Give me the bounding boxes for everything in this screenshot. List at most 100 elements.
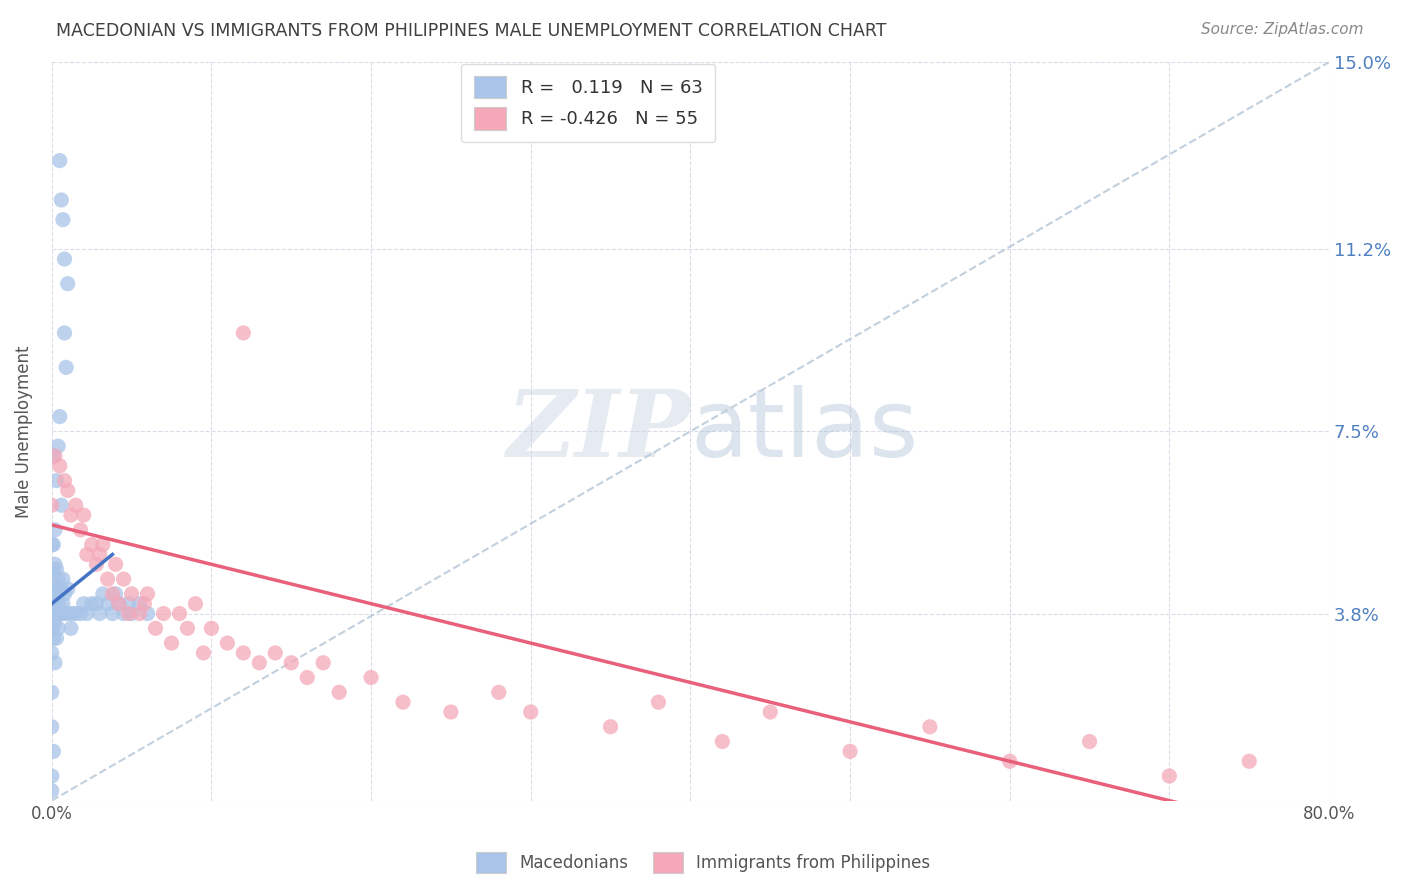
Point bbox=[1237, 754, 1260, 768]
Legend: Macedonians, Immigrants from Philippines: Macedonians, Immigrants from Philippines bbox=[470, 846, 936, 880]
Point bbox=[295, 671, 318, 685]
Point bbox=[41, 784, 63, 798]
Point bbox=[41, 621, 63, 635]
Point bbox=[41, 685, 63, 699]
Point bbox=[918, 720, 941, 734]
Point bbox=[53, 252, 76, 266]
Point bbox=[51, 607, 73, 621]
Point bbox=[51, 193, 73, 207]
Point bbox=[91, 587, 114, 601]
Point bbox=[80, 538, 103, 552]
Point bbox=[711, 734, 734, 748]
Point bbox=[312, 656, 335, 670]
Point bbox=[145, 621, 167, 635]
Text: ZIP: ZIP bbox=[506, 386, 690, 476]
Point bbox=[392, 695, 415, 709]
Point bbox=[42, 631, 65, 645]
Point bbox=[52, 212, 75, 227]
Text: atlas: atlas bbox=[690, 385, 918, 477]
Point bbox=[112, 607, 135, 621]
Point bbox=[44, 656, 66, 670]
Point bbox=[360, 671, 382, 685]
Point bbox=[48, 458, 70, 473]
Point bbox=[104, 587, 127, 601]
Point bbox=[76, 548, 98, 562]
Point bbox=[69, 607, 91, 621]
Point bbox=[59, 508, 82, 522]
Point bbox=[117, 597, 139, 611]
Point bbox=[488, 685, 510, 699]
Point bbox=[46, 439, 69, 453]
Point bbox=[232, 326, 254, 340]
Point bbox=[42, 538, 65, 552]
Point bbox=[160, 636, 183, 650]
Point bbox=[519, 705, 541, 719]
Point bbox=[46, 572, 69, 586]
Point bbox=[52, 597, 75, 611]
Point bbox=[107, 597, 129, 611]
Point bbox=[41, 597, 63, 611]
Point bbox=[1078, 734, 1101, 748]
Point bbox=[48, 607, 70, 621]
Text: Source: ZipAtlas.com: Source: ZipAtlas.com bbox=[1201, 22, 1364, 37]
Point bbox=[217, 636, 239, 650]
Point bbox=[112, 572, 135, 586]
Point bbox=[136, 587, 159, 601]
Point bbox=[76, 607, 98, 621]
Point bbox=[56, 483, 79, 498]
Y-axis label: Male Unemployment: Male Unemployment bbox=[15, 345, 32, 517]
Point bbox=[69, 523, 91, 537]
Point bbox=[152, 607, 174, 621]
Point bbox=[46, 621, 69, 635]
Point bbox=[128, 597, 150, 611]
Point bbox=[193, 646, 215, 660]
Point bbox=[134, 597, 156, 611]
Point bbox=[45, 562, 67, 576]
Point bbox=[264, 646, 287, 660]
Point bbox=[41, 562, 63, 576]
Point bbox=[41, 720, 63, 734]
Point bbox=[53, 474, 76, 488]
Point bbox=[42, 449, 65, 463]
Point bbox=[42, 587, 65, 601]
Point bbox=[41, 769, 63, 783]
Point bbox=[56, 277, 79, 291]
Point bbox=[41, 582, 63, 596]
Point bbox=[44, 558, 66, 572]
Point bbox=[280, 656, 302, 670]
Point bbox=[200, 621, 222, 635]
Point bbox=[41, 538, 63, 552]
Point bbox=[53, 326, 76, 340]
Point bbox=[107, 597, 129, 611]
Point bbox=[48, 153, 70, 168]
Point bbox=[42, 607, 65, 621]
Point bbox=[53, 587, 76, 601]
Point bbox=[232, 646, 254, 660]
Point bbox=[328, 685, 350, 699]
Text: MACEDONIAN VS IMMIGRANTS FROM PHILIPPINES MALE UNEMPLOYMENT CORRELATION CHART: MACEDONIAN VS IMMIGRANTS FROM PHILIPPINE… bbox=[56, 22, 887, 40]
Point bbox=[45, 474, 67, 488]
Point bbox=[44, 577, 66, 591]
Point bbox=[45, 631, 67, 645]
Point bbox=[46, 597, 69, 611]
Point bbox=[44, 449, 66, 463]
Point bbox=[80, 597, 103, 611]
Legend: R =   0.119   N = 63, R = -0.426   N = 55: R = 0.119 N = 63, R = -0.426 N = 55 bbox=[461, 64, 716, 142]
Point bbox=[48, 409, 70, 424]
Point bbox=[52, 572, 75, 586]
Point bbox=[53, 607, 76, 621]
Point bbox=[65, 498, 87, 512]
Point bbox=[104, 558, 127, 572]
Point bbox=[59, 621, 82, 635]
Point bbox=[247, 656, 270, 670]
Point bbox=[647, 695, 669, 709]
Point bbox=[759, 705, 782, 719]
Point bbox=[839, 744, 862, 758]
Point bbox=[184, 597, 207, 611]
Point bbox=[45, 607, 67, 621]
Point bbox=[41, 498, 63, 512]
Point bbox=[51, 498, 73, 512]
Point bbox=[440, 705, 463, 719]
Point bbox=[44, 597, 66, 611]
Point bbox=[169, 607, 191, 621]
